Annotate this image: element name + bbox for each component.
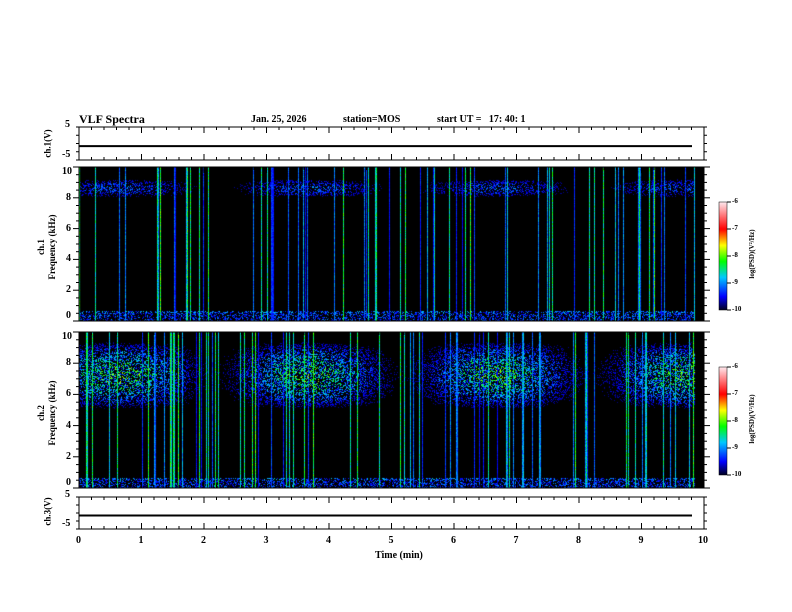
ch1-waveform-ylabel: ch.1(V) [42, 129, 53, 158]
ch2-spectrogram [79, 332, 704, 488]
x-tick-label: 1 [138, 535, 144, 546]
colorbar-tick-label: -6 [732, 197, 738, 205]
y-tick-label: 5 [65, 119, 70, 130]
y-tick-label: 10 [62, 166, 72, 177]
x-tick-label: 0 [76, 535, 81, 546]
y-tick-label: 6 [66, 222, 71, 234]
ch2-freq-label: Frequency (kHz) [47, 380, 57, 446]
ch1-colorbar-label: log(PSD)(V²/Hz) [748, 229, 756, 279]
ch1-spectrogram [79, 167, 704, 321]
date-label: Jan. 25, 2026 [251, 114, 307, 125]
panel-frame-1 [78, 166, 705, 322]
y-tick-label: 8 [66, 357, 71, 369]
colorbar-tick-label: -9 [732, 443, 738, 451]
x-tick-label: 6 [451, 535, 456, 546]
y-tick-label: 0 [66, 310, 71, 321]
ch2-colorbar [719, 367, 727, 475]
ch2-spectrogram-ylabel: ch.2 Frequency (kHz) [36, 358, 58, 468]
x-tick-label: 8 [576, 535, 581, 546]
colorbar-tick-label: -7 [732, 389, 738, 397]
x-tick-label: 3 [263, 535, 269, 546]
colorbar-tick-label: -10 [732, 305, 742, 313]
x-tick-label: 7 [513, 535, 519, 546]
colorbar-tick-label: -10 [732, 470, 742, 478]
start-time-label: start UT = 17: 40: 1 [437, 114, 526, 125]
x-tick-label: 4 [326, 535, 331, 546]
x-tick-label: 2 [201, 535, 206, 546]
ch2-name: ch.2 [36, 405, 46, 421]
colorbar-tick-label: -7 [732, 224, 738, 232]
colorbar-tick-label: -8 [732, 251, 738, 259]
y-tick-label: 10 [62, 331, 72, 342]
station-label: station=MOS [343, 114, 401, 125]
y-tick-label: 6 [66, 388, 71, 400]
y-tick-label: 5 [65, 489, 70, 500]
x-axis-label: Time (min) [375, 550, 423, 561]
figure-title: VLF Spectra [79, 112, 145, 126]
ch1-spectrogram-ylabel: ch.1 Frequency (kHz) [36, 192, 58, 302]
colorbar-frame [718, 201, 728, 311]
y-tick-label: 4 [66, 253, 71, 265]
x-tick-label: 9 [638, 535, 644, 546]
colorbar-tick-label: -8 [732, 416, 738, 424]
y-tick-label: 8 [66, 191, 71, 203]
ch3-waveform-ylabel: ch.3(V) [42, 497, 53, 526]
y-tick-label: -5 [62, 518, 71, 529]
colorbar-frame [718, 366, 728, 476]
x-tick-label: 5 [388, 535, 394, 546]
ch1-colorbar [719, 202, 727, 310]
y-tick-label: 0 [66, 477, 71, 488]
x-tick-label: 10 [698, 535, 708, 546]
y-tick-label: 4 [66, 419, 71, 431]
y-tick-label: -5 [62, 149, 71, 160]
y-tick-label: 2 [66, 284, 71, 296]
colorbar-tick-label: -6 [732, 362, 738, 370]
y-tick-label: 2 [66, 450, 71, 462]
ch1-name: ch.1 [36, 239, 46, 255]
panel-frame-2 [78, 331, 705, 489]
ch1-freq-label: Frequency (kHz) [47, 214, 57, 280]
ch2-colorbar-label: log(PSD)(V²/Hz) [748, 394, 756, 444]
colorbar-tick-label: -9 [732, 278, 738, 286]
